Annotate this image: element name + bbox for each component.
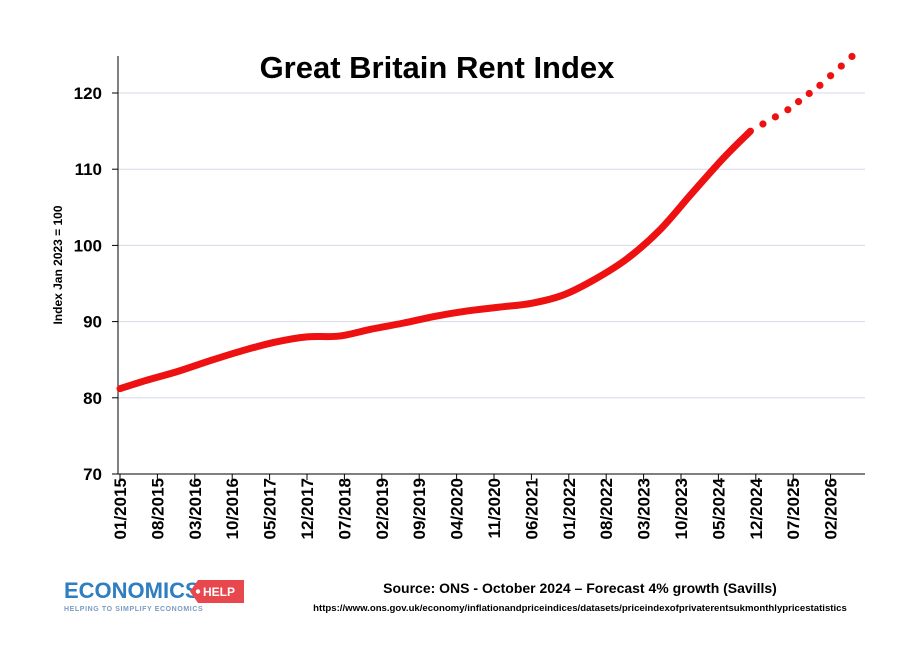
source-url: https://www.ons.gov.uk/economy/inflation…	[313, 603, 847, 614]
y-tick-label: 110	[75, 160, 102, 179]
x-tick-label: 02/2019	[373, 478, 392, 539]
gridlines	[118, 92, 865, 399]
x-tick-label: 05/2024	[709, 477, 728, 539]
x-tick-label: 11/2020	[485, 478, 504, 539]
x-tick-label: 12/2024	[747, 477, 766, 539]
actual-series-line	[116, 127, 754, 393]
x-tick-label: 08/2015	[148, 478, 167, 539]
x-tick-label: 03/2023	[635, 478, 654, 539]
x-tick-label: 04/2020	[448, 478, 467, 539]
forecast-point	[848, 52, 856, 61]
forecast-point	[805, 89, 813, 98]
source-note: Source: ONS - October 2024 – Forecast 4%…	[383, 580, 777, 596]
x-tick-label: 10/2016	[223, 478, 242, 539]
logo-badge-hole-icon	[195, 589, 201, 594]
forecast-point	[816, 81, 824, 89]
y-tick-label: 70	[83, 465, 102, 484]
forecast-point	[837, 62, 845, 70]
x-tick-label: 01/2015	[111, 478, 130, 539]
logo-badge-text: HELP	[203, 585, 235, 599]
x-tick-label: 12/2017	[298, 478, 317, 539]
x-tick-label: 06/2021	[522, 478, 541, 539]
logo-wordmark: ECONOMICS	[64, 578, 200, 603]
forecast-series	[759, 52, 856, 128]
x-tick-label: 07/2025	[784, 478, 803, 539]
x-tick-label: 02/2026	[822, 478, 841, 539]
y-tick-label: 120	[74, 84, 102, 103]
economics-help-logo: ECONOMICS HELP HELPING TO SIMPLIFY ECONO…	[64, 578, 244, 613]
x-tick-labels: 01/2015 08/2015 03/2016 10/2016 05/2017 12/20…	[111, 474, 841, 539]
logo-badge-shape	[190, 580, 244, 603]
y-tick-labels: 70 80 90 100 110 120	[74, 84, 118, 484]
x-tick-label: 07/2018	[335, 478, 354, 539]
y-tick-label: 80	[83, 389, 102, 408]
forecast-point	[759, 120, 767, 128]
x-tick-label: 08/2022	[597, 478, 616, 539]
forecast-point	[771, 113, 779, 121]
y-tick-label: 100	[74, 236, 102, 255]
y-axis-label: Index Jan 2023 = 100	[51, 205, 65, 324]
forecast-point	[827, 72, 835, 80]
series-group	[116, 52, 856, 393]
x-tick-label: 03/2016	[186, 478, 205, 539]
forecast-point	[794, 98, 803, 106]
x-tick-label: 09/2019	[410, 478, 429, 539]
y-tick-label: 90	[83, 313, 102, 332]
logo-tagline: HELPING TO SIMPLIFY ECONOMICS	[64, 606, 203, 613]
forecast-point	[784, 106, 792, 114]
x-tick-label: 05/2017	[261, 478, 280, 539]
x-tick-label: 01/2022	[560, 478, 579, 539]
x-tick-label: 10/2023	[672, 478, 691, 539]
chart-title: Great Britain Rent Index	[260, 50, 616, 85]
